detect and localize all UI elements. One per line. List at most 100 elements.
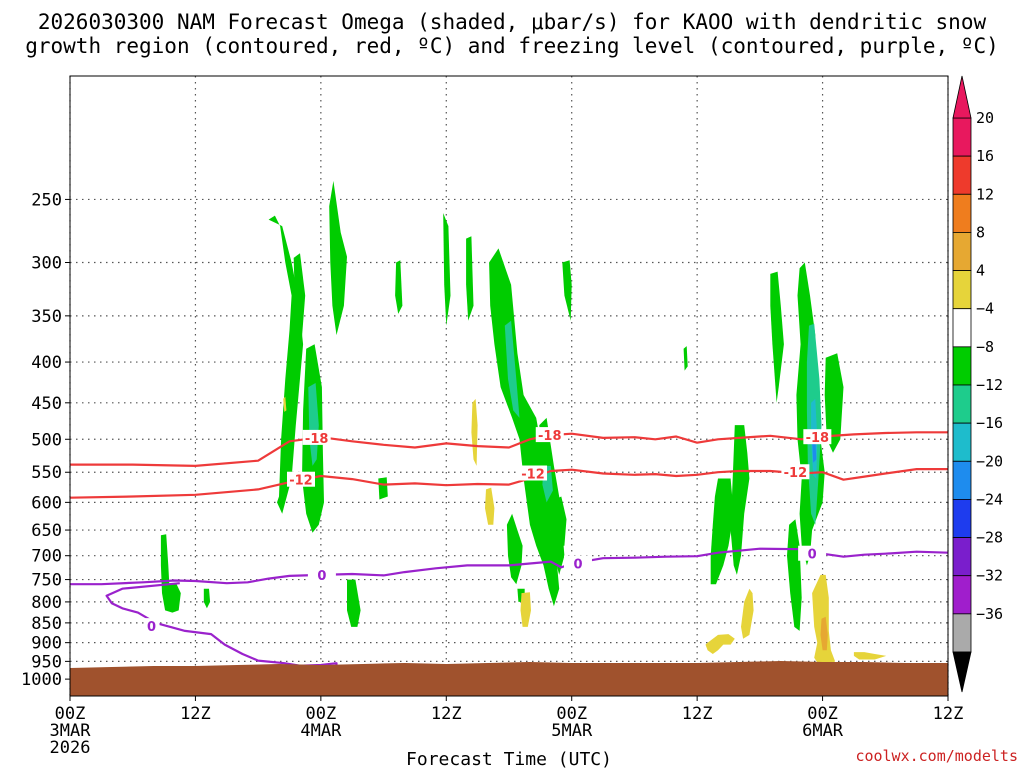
omega-region-4 xyxy=(329,180,347,336)
x-tick-label-84-0: 12Z xyxy=(933,704,964,724)
omega-region-8 xyxy=(378,477,388,500)
y-tick-label-750: 750 xyxy=(31,571,62,591)
omega-region-19 xyxy=(824,353,844,453)
colorbar-label-1: 16 xyxy=(976,147,994,165)
freezing-level-0c-label-bg-2 xyxy=(798,545,827,561)
omega-region-26 xyxy=(504,320,520,418)
freezing-level-tail-line xyxy=(105,582,338,671)
omega-region-15 xyxy=(347,579,361,627)
colorbar-band-11 xyxy=(952,537,972,577)
omega-region-31 xyxy=(283,396,287,412)
x-tick-label-48-0: 00Z xyxy=(556,704,587,724)
omega-region-11 xyxy=(506,513,523,585)
omega-region-33 xyxy=(485,487,495,525)
freezing-tail-label-bg-0 xyxy=(143,618,160,634)
omega-region-16 xyxy=(683,346,688,371)
omega-region-5 xyxy=(395,260,403,314)
omega-region-1 xyxy=(268,215,304,514)
omega-region-2 xyxy=(293,253,306,337)
y-tick-label-900: 900 xyxy=(31,634,62,654)
colorbar-label-3: 8 xyxy=(976,223,985,241)
colorbar-label-4: 4 xyxy=(976,262,985,280)
colorbar-band-4 xyxy=(952,270,972,310)
freezing-level-0c-label-bg-0 xyxy=(307,566,336,582)
x-tick-label-24-0: 00Z xyxy=(305,704,336,724)
colorbar-band-6 xyxy=(952,346,972,386)
freezing-level-0c-label-0: 0 xyxy=(317,569,326,584)
colorbar-top-arrow xyxy=(952,75,972,119)
omega-region-17 xyxy=(770,271,784,403)
y-tick-label-400: 400 xyxy=(31,353,62,373)
y-tick-label-850: 850 xyxy=(31,614,62,634)
dgz-minus18-label-0: -18 xyxy=(305,432,329,447)
chart-title-line-1: 2026030300 NAM Forecast Omega (shaded, μ… xyxy=(38,10,987,34)
terrain-ground xyxy=(70,661,948,696)
colorbar-band-1 xyxy=(952,155,972,195)
dgz-minus18-label-bg-0 xyxy=(302,429,331,445)
colorbar-band-3 xyxy=(952,232,972,271)
y-tick-label-800: 800 xyxy=(31,593,62,613)
omega-region-7 xyxy=(466,236,474,321)
dgz-minus12-label-1: -12 xyxy=(521,468,545,483)
freezing-level-0c-label-2: 0 xyxy=(808,548,817,563)
omega-region-38 xyxy=(820,616,828,651)
colorbar-label-11: −28 xyxy=(976,529,1003,547)
omega-region-21 xyxy=(710,478,734,585)
x-tick-label-36-0: 12Z xyxy=(431,704,462,724)
x-tick-label-72-1: 6MAR xyxy=(802,721,844,741)
omega-region-34 xyxy=(520,592,531,627)
x-tick-label-12-0: 12Z xyxy=(180,704,211,724)
colorbar-band-9 xyxy=(952,460,972,500)
y-tick-label-950: 950 xyxy=(31,652,62,672)
x-tick-label-0-0: 00Z xyxy=(55,704,86,724)
plot-frame xyxy=(69,75,949,697)
omega-region-6 xyxy=(443,213,451,326)
freezing-level-0c-label-1: 0 xyxy=(573,558,582,573)
y-tick-label-600: 600 xyxy=(31,493,62,513)
y-tick-label-350: 350 xyxy=(31,307,62,327)
omega-region-25 xyxy=(308,383,319,466)
omega-region-23 xyxy=(160,534,181,613)
colorbar-label-0: 20 xyxy=(976,109,994,127)
x-tick-label-0-1: 3MAR xyxy=(50,721,92,741)
omega-region-35 xyxy=(705,634,735,654)
colorbar-label-10: −24 xyxy=(976,490,1003,508)
x-tick-label-72-0: 00Z xyxy=(807,704,838,724)
colorbar-legend: 20 16 12 8 4 −4 −8 −12 −16 −20 −24 −28 −32 −36 xyxy=(952,75,1003,693)
colorbar-band-7 xyxy=(952,384,972,424)
y-tick-label-300: 300 xyxy=(31,254,62,274)
dgz-minus18-label-1: -18 xyxy=(538,429,562,444)
x-tick-label-48-1: 5MAR xyxy=(551,721,593,741)
omega-region-20 xyxy=(730,425,750,575)
y-tick-label-450: 450 xyxy=(31,394,62,414)
colorbar-label-6: −8 xyxy=(976,338,994,356)
colorbar-bottom-arrow xyxy=(952,651,972,693)
x-tick-label-24-1: 4MAR xyxy=(300,721,342,741)
x-tick-label-0-2: 2026 xyxy=(50,738,91,758)
chart-title-line-2: growth region (contoured, red, ºC) and f… xyxy=(25,34,999,58)
dgz-minus12-label-bg-1 xyxy=(519,465,548,481)
colorbar-label-2: 12 xyxy=(976,185,994,203)
dgz-minus12-label-bg-0 xyxy=(286,471,315,487)
colorbar-band-0 xyxy=(952,117,972,157)
omega-region-24 xyxy=(203,588,211,609)
y-axis: 2503003504004505005506006507007508008509… xyxy=(21,190,70,690)
y-tick-label-500: 500 xyxy=(31,430,62,450)
dgz-minus12-line xyxy=(69,468,948,499)
colorbar-band-2 xyxy=(952,193,972,233)
credit-text[interactable]: coolwx.com/modelts xyxy=(855,747,1018,765)
omega-region-32 xyxy=(471,398,478,466)
x-axis-label: Forecast Time (UTC) xyxy=(406,749,612,768)
colorbar-label-7: −12 xyxy=(976,376,1003,394)
dgz-minus18-label-bg-2 xyxy=(803,429,832,445)
dgz-minus12-label-2: -12 xyxy=(784,466,808,481)
colorbar-band-5 xyxy=(952,308,972,348)
plot-area: -18 -18 -18 -12 -12 -12 0 0 0 0 xyxy=(69,75,949,697)
omega-region-39 xyxy=(853,652,887,660)
y-tick-label-250: 250 xyxy=(31,190,62,210)
dgz-minus18-label-bg-1 xyxy=(535,427,564,443)
colorbar-band-12 xyxy=(952,575,972,615)
omega-region-14 xyxy=(555,496,567,546)
